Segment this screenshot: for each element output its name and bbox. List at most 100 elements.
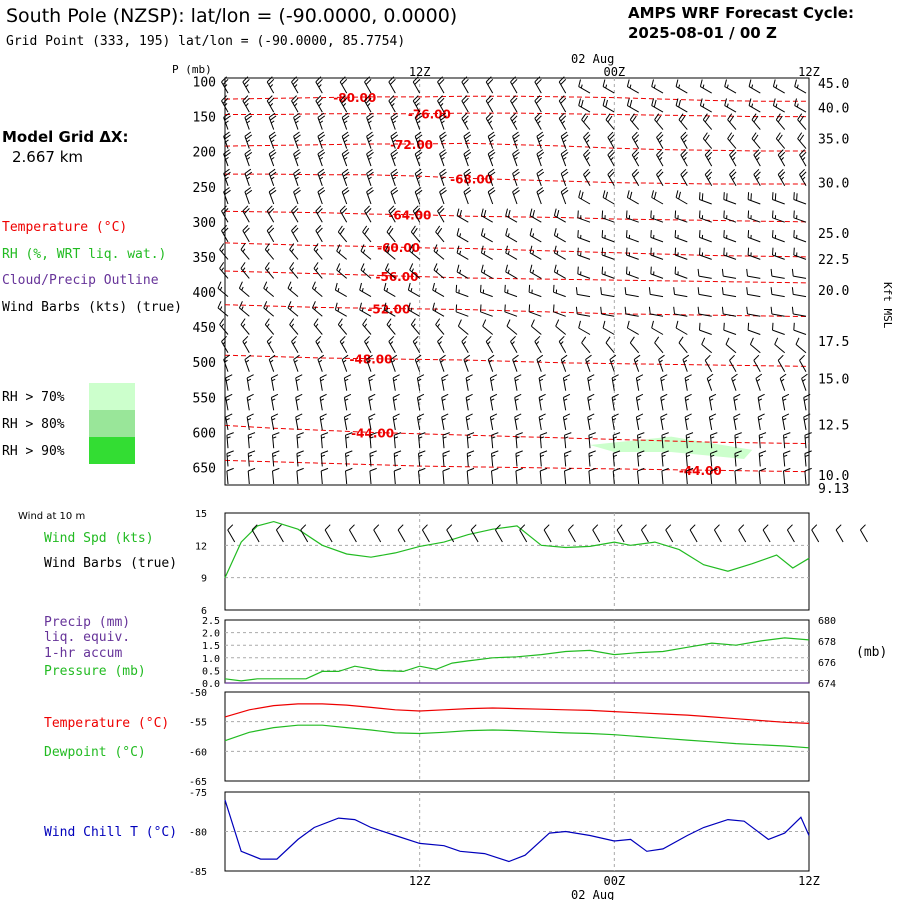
wind-barb [455, 284, 469, 298]
wind-barb [263, 301, 275, 317]
chill-ytick: -75 [189, 788, 207, 799]
wind-barb [755, 373, 763, 391]
wind-barb [289, 262, 299, 279]
wind-barb [446, 524, 455, 543]
wind-barb [238, 281, 250, 297]
wind-barb [295, 393, 303, 411]
wind-barb [528, 304, 542, 317]
wind-barb [626, 210, 639, 223]
wind-barb [463, 168, 472, 186]
wind-barb [225, 393, 233, 411]
precip-ytick: 2.5 [202, 616, 220, 627]
wind-chill-line [224, 799, 810, 863]
wind-barb [710, 432, 718, 449]
wind-barb [514, 413, 522, 430]
wind-barb [487, 168, 496, 186]
wind-barb [758, 450, 767, 467]
wind-barb [562, 374, 571, 391]
wind-barb [414, 112, 423, 130]
wind-barb [300, 524, 309, 543]
wind-barb [560, 168, 569, 186]
wind-barb [640, 524, 649, 543]
wind-barb [583, 149, 591, 167]
wind-barb [786, 524, 795, 543]
wind-barb [225, 413, 233, 430]
wind-barb [442, 432, 450, 449]
wind-barb [558, 112, 567, 130]
cycle-value: 2025-08-01 / 00 Z [628, 24, 777, 42]
pressure-ytick: 678 [818, 637, 836, 648]
wind-barb [390, 131, 399, 149]
wind-barb [708, 413, 717, 430]
wind-barb [319, 413, 327, 430]
wind-barb [749, 337, 761, 354]
rh-70-label: RH > 70% [2, 390, 65, 405]
wind-barb [242, 76, 250, 94]
wind-barb [729, 354, 737, 372]
wind-barb [811, 524, 820, 543]
wind-barb [637, 432, 645, 449]
wind-barb [364, 95, 372, 113]
wind-barb [414, 187, 423, 205]
wind-barb [489, 393, 498, 411]
wind-barb [240, 243, 250, 260]
wind-barb [266, 95, 275, 113]
wind-barb [612, 467, 621, 485]
wind-barb [558, 76, 567, 94]
wind-barb [699, 230, 712, 243]
wind-barb [656, 149, 664, 167]
wind-barb [268, 149, 277, 167]
wind-barb [727, 113, 737, 130]
wind-barb [369, 432, 377, 449]
isotherm-line [224, 354, 810, 367]
wind-barb [320, 467, 329, 485]
wind-barb [553, 208, 566, 223]
wind-barb [368, 374, 376, 391]
wind-barb [505, 208, 518, 223]
wind-barb [437, 205, 445, 223]
wind-barb [315, 335, 323, 354]
wind-barb [804, 450, 812, 467]
wind-barb [465, 413, 473, 430]
wind-barb [553, 228, 566, 243]
top-time-tick: 12Z [798, 65, 820, 79]
wind-barb [684, 413, 692, 430]
wind-barb [512, 187, 520, 205]
wind-barb [583, 131, 591, 149]
wind-barb [758, 467, 767, 485]
wind-barb [562, 393, 571, 411]
wind-barb [390, 112, 399, 130]
wind-barb [635, 393, 644, 411]
wind-barb [775, 132, 786, 149]
height-tick: 25.0 [818, 227, 849, 242]
precip-label-3: 1-hr accum [44, 646, 122, 661]
wind-barb [753, 168, 761, 187]
wind-barb [747, 247, 761, 260]
wind-barb [494, 524, 503, 543]
wind-barb [457, 319, 469, 335]
pressure-ytick: 674 [818, 679, 836, 690]
wind-barb [510, 76, 518, 94]
wind-barb [558, 95, 567, 113]
wind-barb [512, 131, 520, 149]
wind-barb [416, 374, 425, 391]
rh-80-label: RH > 80% [2, 417, 65, 432]
wind-barb [799, 149, 807, 167]
wind-barb [463, 131, 472, 149]
wind-barb [366, 112, 374, 130]
wind-barb [633, 354, 641, 372]
wind-barb [651, 190, 664, 205]
wind-barb [480, 245, 493, 260]
wind-barb [246, 393, 254, 411]
wind-barb [567, 524, 576, 543]
wind-barb [366, 168, 374, 186]
wind-barb [777, 168, 786, 187]
wind-barb [602, 79, 615, 94]
wind-barb [388, 76, 396, 94]
wind-barb [803, 393, 811, 411]
wind-barb [461, 76, 469, 94]
wind-barb [246, 413, 254, 430]
grid-point-subtitle: Grid Point (333, 195) lat/lon = (-90.000… [6, 34, 405, 49]
wind-barb [368, 393, 376, 411]
